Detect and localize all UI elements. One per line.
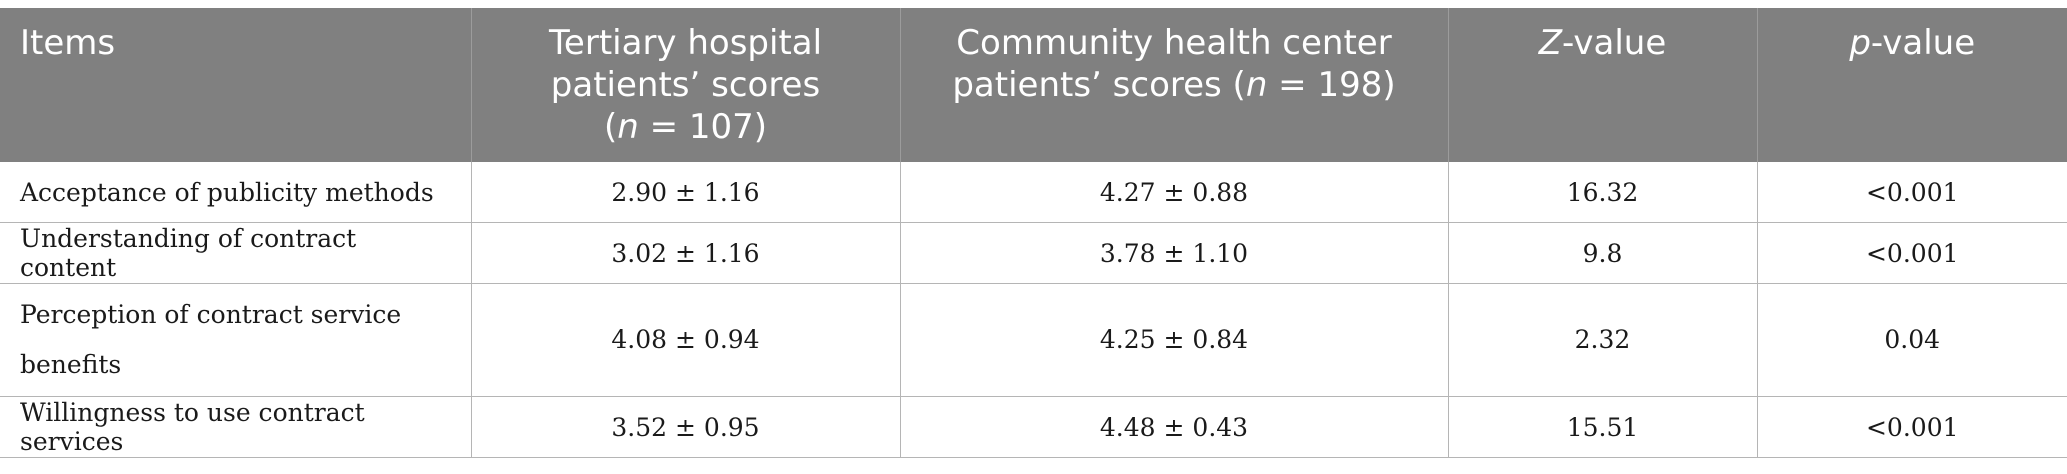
table-row: Perception of contract service benefits 4…: [0, 283, 2067, 397]
header-p-rest: -value: [1870, 23, 1976, 63]
table-row: Acceptance of publicity methods 2.90 ± 1…: [0, 162, 2067, 223]
cell-community: 4.27 ± 0.88: [900, 162, 1449, 223]
header-tertiary-scores: Tertiary hospital patients’ scores (n = …: [471, 8, 901, 162]
results-table-container: Items Tertiary hospital patients’ scores…: [0, 8, 2067, 458]
header-tertiary-open: (: [603, 107, 618, 147]
header-p-var: p: [1849, 23, 1871, 63]
table-row: Understanding of contract content 3.02 ±…: [0, 222, 2067, 284]
table-header: Items Tertiary hospital patients’ scores…: [0, 8, 2067, 162]
cell-item-line1: Perception of contract service: [20, 300, 402, 329]
cell-community: 4.48 ± 0.43: [900, 396, 1449, 458]
cell-tertiary: 3.52 ± 0.95: [471, 396, 901, 458]
comparison-table: Items Tertiary hospital patients’ scores…: [0, 8, 2067, 458]
header-z-rest: -value: [1562, 23, 1667, 63]
cell-p: <0.001: [1757, 396, 2067, 458]
cell-z: 16.32: [1448, 162, 1758, 223]
cell-z: 9.8: [1448, 222, 1758, 284]
header-community-line1: Community health center: [956, 23, 1392, 63]
cell-community: 3.78 ± 1.10: [900, 222, 1449, 284]
header-tertiary-n-value: = 107): [638, 107, 768, 147]
cell-p: <0.001: [1757, 162, 2067, 223]
table-row: Willingness to use contract services 3.5…: [0, 396, 2067, 458]
header-community-n-value: = 198): [1267, 65, 1396, 105]
cell-community: 4.25 ± 0.84: [900, 283, 1449, 397]
header-tertiary-line2: patients’ scores: [550, 65, 821, 105]
cell-p: <0.001: [1757, 222, 2067, 284]
header-row: Items Tertiary hospital patients’ scores…: [0, 8, 2067, 162]
header-tertiary-n: n: [617, 107, 639, 147]
cell-z: 2.32: [1448, 283, 1758, 397]
header-community-scores: Community health center patients’ scores…: [900, 8, 1449, 162]
header-items: Items: [0, 8, 472, 162]
cell-tertiary: 3.02 ± 1.16: [471, 222, 901, 284]
cell-z: 15.51: [1448, 396, 1758, 458]
cell-item: Perception of contract service benefits: [0, 283, 472, 397]
header-z-var: Z: [1538, 23, 1563, 63]
header-p-value: p-value: [1757, 8, 2067, 162]
cell-item: Willingness to use contract services: [0, 396, 472, 458]
header-items-label: Items: [20, 23, 116, 63]
cell-p: 0.04: [1757, 283, 2067, 397]
table-body: Acceptance of publicity methods 2.90 ± 1…: [0, 162, 2067, 458]
header-z-value: Z-value: [1448, 8, 1758, 162]
cell-tertiary: 4.08 ± 0.94: [471, 283, 901, 397]
cell-item-line2: benefits: [20, 350, 122, 379]
header-community-line2: patients’ scores (: [952, 65, 1246, 105]
cell-item: Acceptance of publicity methods: [0, 162, 472, 223]
header-tertiary-line1: Tertiary hospital: [548, 23, 823, 63]
cell-item: Understanding of contract content: [0, 222, 472, 284]
header-community-n: n: [1245, 65, 1268, 105]
cell-tertiary: 2.90 ± 1.16: [471, 162, 901, 223]
